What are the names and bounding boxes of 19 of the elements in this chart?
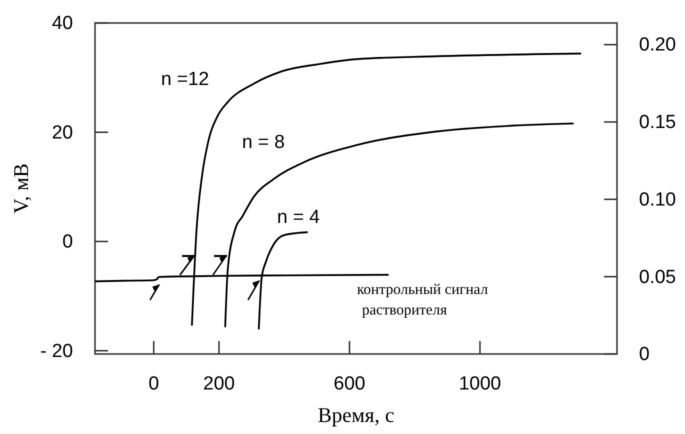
y-tick-label: 40 (52, 13, 73, 34)
y-tick-label: 20 (52, 122, 73, 144)
y2-tick-label: 0.05 (639, 266, 676, 288)
y-tick-label: - 20 (40, 340, 73, 362)
x-tick-label: 200 (203, 373, 235, 394)
x-tick-label: 600 (334, 373, 366, 394)
series-label: n =12 (161, 69, 210, 90)
x-tick-label: 0 (148, 373, 160, 394)
series-label: контрольный сигнал растворителя (357, 282, 488, 318)
y2-tick-label: 0.15 (639, 112, 676, 134)
y2-tick-label: 0 (639, 344, 650, 366)
series-label: n = 8 (242, 132, 285, 153)
x-tick-label: 1000 (458, 373, 502, 394)
series-label: n = 4 (277, 207, 320, 228)
y2-tick-label: 0.10 (639, 189, 676, 210)
y-axis-title: V, мВ (9, 163, 33, 214)
y2-tick-label: 0.20 (639, 34, 676, 56)
y-tick-label: 0 (62, 232, 73, 253)
x-axis-title: Время, с (318, 403, 394, 427)
